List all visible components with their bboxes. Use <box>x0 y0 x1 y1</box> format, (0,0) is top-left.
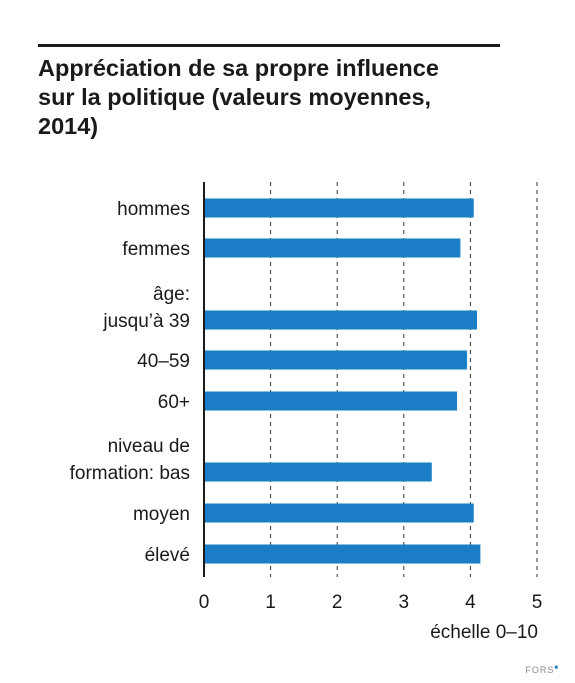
category-label-4-0: 60+ <box>158 392 190 413</box>
category-labels: hommes femmes âge: jusqu’à 39 40–59 60+ niveau… <box>70 199 190 566</box>
fors-logo: FORS■ <box>525 665 559 675</box>
tick-label-4: 4 <box>465 592 476 613</box>
tick-label-1: 1 <box>265 592 276 613</box>
bar-1 <box>205 238 461 258</box>
title-line-2: sur la politique (valeurs moyennes, <box>38 84 432 110</box>
bar-6 <box>205 503 474 523</box>
title-line-3: 2014) <box>38 113 99 139</box>
category-label-7-0: élevé <box>145 545 190 566</box>
bars <box>205 198 481 564</box>
bar-4 <box>205 391 458 411</box>
category-label-0-0: hommes <box>117 199 190 220</box>
tick-labels: 0 1 2 3 4 5 <box>199 592 543 613</box>
title-rule <box>38 44 500 47</box>
category-label-3-0: 40–59 <box>137 351 190 372</box>
bar-0 <box>205 198 474 218</box>
title-line-1: Appréciation de sa propre influence <box>38 55 439 81</box>
bar-2 <box>205 310 478 330</box>
category-label-1-0: femmes <box>122 239 190 260</box>
bar-3 <box>205 350 468 370</box>
tick-label-0: 0 <box>199 592 210 613</box>
category-label-2-0: âge: <box>153 284 190 305</box>
tick-label-3: 3 <box>399 592 410 613</box>
x-axis-label: échelle 0–10 <box>430 622 538 643</box>
category-label-5-1: formation: bas <box>70 463 190 484</box>
category-label-2-1: jusqu’à 39 <box>102 311 190 332</box>
bar-7 <box>205 544 481 564</box>
tick-label-2: 2 <box>332 592 343 613</box>
category-label-5-0: niveau de <box>108 436 190 457</box>
category-label-6-0: moyen <box>133 504 190 525</box>
bar-5 <box>205 462 432 482</box>
tick-label-5: 5 <box>532 592 543 613</box>
chart-title: Appréciation de sa propre influence sur … <box>38 54 518 141</box>
